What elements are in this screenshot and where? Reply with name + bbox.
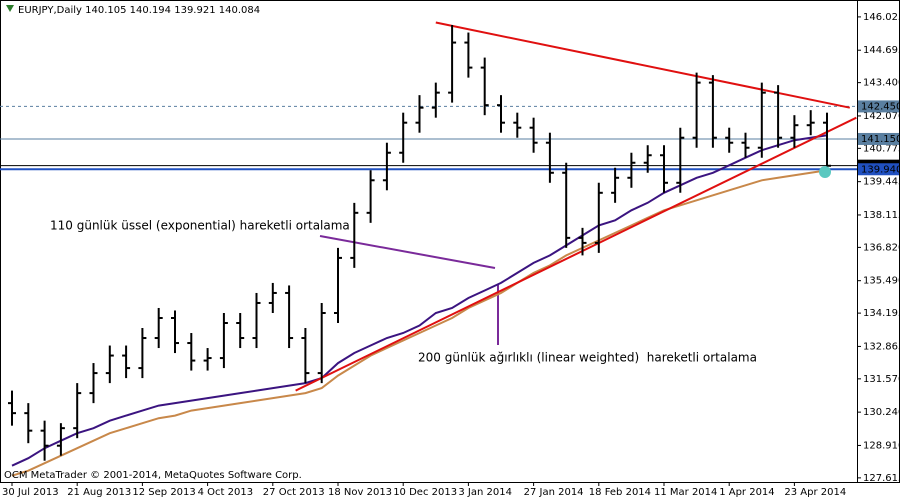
level-label: 141.150 — [861, 134, 900, 145]
x-tick-label: 27 Oct 2013 — [263, 487, 325, 498]
level-label-box — [858, 132, 899, 145]
symbol: EURJPY,Daily — [18, 5, 82, 16]
quote-high: 140.194 — [130, 5, 171, 16]
x-tick-label: 21 Aug 2013 — [67, 487, 131, 498]
y-tick-label: 135.490 — [863, 276, 900, 287]
footer: OCM MetaTrader © 2001-2014, MetaQuotes S… — [4, 470, 302, 481]
x-tick-label: 18 Nov 2013 — [328, 487, 392, 498]
level-label: 142.450 — [861, 101, 900, 112]
y-tick-label: 143.400 — [863, 78, 900, 89]
y-tick-label: 128.910 — [863, 440, 900, 451]
y-tick-label: 132.865 — [863, 341, 900, 352]
annotation-pointer — [319, 235, 496, 269]
quote-close: 140.084 — [219, 5, 260, 16]
quote-open: 140.105 — [85, 5, 126, 16]
x-tick-label: 11 Mar 2014 — [654, 487, 717, 498]
chart-title: EURJPY,Daily 140.105 140.194 139.921 140… — [18, 5, 260, 16]
y-tick-label: 142.070 — [863, 111, 900, 122]
y-tick-label: 131.570 — [863, 374, 900, 385]
y-tick-label: 136.820 — [863, 242, 900, 253]
x-tick-label: 10 Dec 2013 — [393, 487, 457, 498]
y-tick-label: 138.115 — [863, 210, 900, 221]
moving-average — [11, 134, 828, 467]
moving-average — [11, 169, 828, 477]
x-tick-label: 18 Feb 2014 — [589, 487, 651, 498]
level-label: 139.940 — [861, 164, 900, 175]
y-tick-label: 134.195 — [863, 308, 900, 319]
title-icon — [6, 5, 14, 12]
x-tick-label: 3 Jan 2014 — [458, 487, 512, 498]
x-tick-label: 30 Jul 2013 — [2, 487, 59, 498]
level-label-box — [858, 163, 899, 176]
series-annotation: 200 günlük ağırlıklı (linear weighted) h… — [418, 351, 757, 365]
y-tick-label: 130.240 — [863, 407, 900, 418]
plot-frame — [0, 0, 900, 483]
current-marker — [819, 166, 831, 178]
y-tick-label: 127.615 — [863, 473, 900, 484]
y-tick-label: 139.445 — [863, 177, 900, 188]
marks — [0, 21, 857, 477]
series-annotation: 110 günlük üssel (exponential) hareketli… — [50, 219, 350, 233]
y-tick-label: 144.695 — [863, 45, 900, 56]
y-tick-label: 146.025 — [863, 12, 900, 23]
trendline — [435, 21, 851, 109]
x-tick-label: 23 Apr 2014 — [784, 487, 846, 498]
y-tick-label: 140.775 — [863, 143, 900, 154]
x-tick-label: 27 Jan 2014 — [524, 487, 584, 498]
level-label-box — [858, 100, 899, 113]
x-tick-label: 12 Sep 2013 — [132, 487, 195, 498]
x-tick-label: 4 Oct 2013 — [198, 487, 253, 498]
quote-low: 139.921 — [174, 5, 215, 16]
x-tick-label: 1 Apr 2014 — [719, 487, 774, 498]
trendline — [295, 116, 857, 392]
